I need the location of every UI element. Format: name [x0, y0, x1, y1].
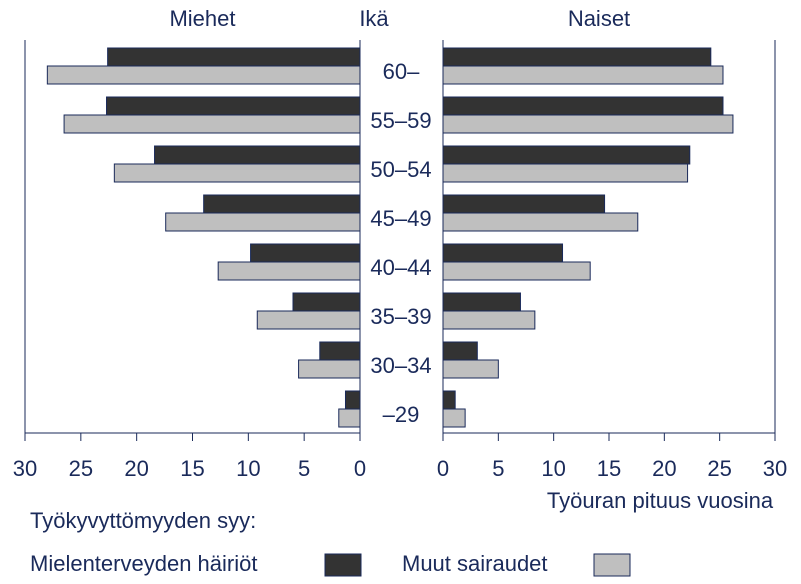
bar: [154, 145, 361, 165]
legend-title: Työkyvyttömyyden syy:: [30, 508, 256, 533]
x-tick-label: 25: [707, 456, 731, 481]
category-label: 35–39: [370, 304, 431, 329]
x-tick-label: 30: [13, 456, 37, 481]
x-tick-label: 5: [298, 456, 310, 481]
bar: [442, 310, 536, 330]
x-tick-label: 25: [69, 456, 93, 481]
bar: [442, 65, 724, 85]
x-axis-label: Työuran pituus vuosina: [547, 488, 774, 513]
bar: [442, 212, 639, 232]
panel-title: Naiset: [568, 6, 630, 31]
bar: [292, 292, 361, 312]
bar: [256, 310, 361, 330]
bar: [338, 408, 361, 428]
bar: [319, 341, 361, 361]
bar: [106, 96, 361, 116]
legend-swatch: [593, 553, 631, 577]
bar: [63, 114, 361, 134]
category-label: 30–34: [370, 353, 431, 378]
bar: [250, 243, 361, 263]
panel-title: Miehet: [169, 6, 235, 31]
bar: [442, 261, 591, 281]
x-tick-label: 0: [437, 456, 449, 481]
legend-swatch: [324, 553, 362, 577]
x-tick-label: 10: [541, 456, 565, 481]
bar: [442, 194, 606, 214]
x-tick-label: 15: [597, 456, 621, 481]
category-label: 60–: [383, 59, 420, 84]
bar: [442, 390, 456, 410]
x-tick-label: 20: [124, 456, 148, 481]
bar: [46, 65, 361, 85]
bar: [113, 163, 361, 183]
x-tick-label: 30: [763, 456, 787, 481]
category-label: 45–49: [370, 206, 431, 231]
bar: [344, 390, 361, 410]
category-label: 40–44: [370, 255, 431, 280]
axis-title: Ikä: [359, 6, 389, 31]
bar: [442, 163, 689, 183]
bar: [165, 212, 361, 232]
bar: [442, 292, 521, 312]
x-tick-label: 5: [492, 456, 504, 481]
bar: [442, 243, 564, 263]
bar: [442, 47, 712, 67]
legend-label: Muut sairaudet: [402, 551, 548, 576]
bar: [442, 145, 691, 165]
bar: [442, 96, 724, 116]
x-tick-label: 20: [652, 456, 676, 481]
category-label: 55–59: [370, 108, 431, 133]
bar: [442, 408, 466, 428]
bar: [217, 261, 361, 281]
x-tick-label: 15: [180, 456, 204, 481]
x-tick-label: 10: [236, 456, 260, 481]
bar: [107, 47, 361, 67]
bar: [298, 359, 361, 379]
bar: [442, 114, 734, 134]
category-label: 50–54: [370, 157, 431, 182]
bar: [442, 359, 499, 379]
legend-label: Mielenterveyden häiriöt: [30, 551, 257, 576]
x-tick-label: 0: [354, 456, 366, 481]
category-label: –29: [383, 402, 420, 427]
bar: [203, 194, 361, 214]
bar: [442, 341, 478, 361]
